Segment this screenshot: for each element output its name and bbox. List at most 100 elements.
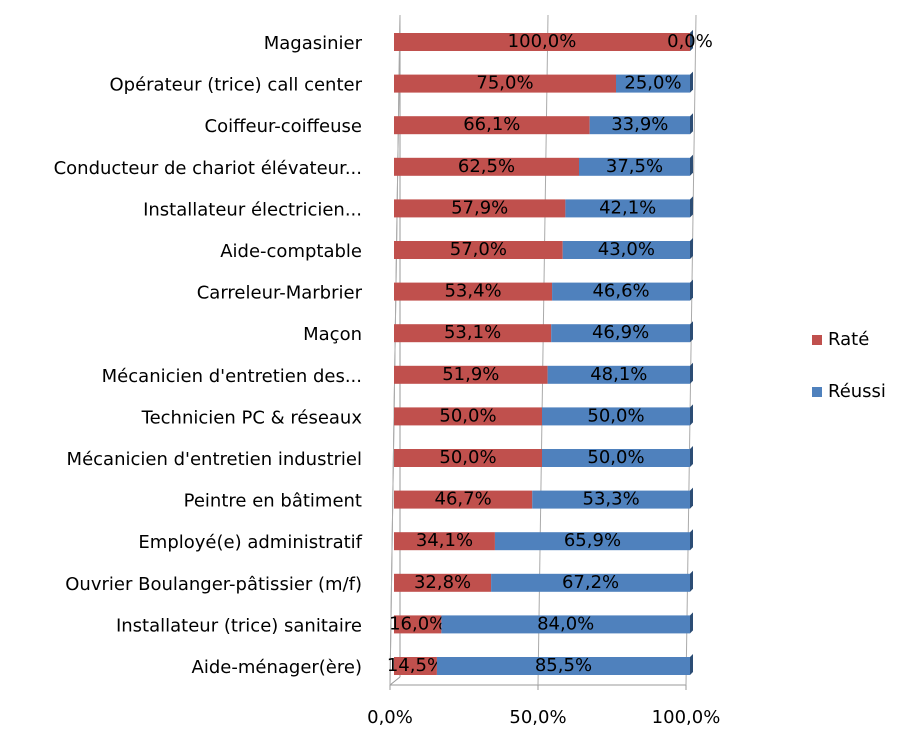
bar-side [690, 570, 693, 592]
bar-side [690, 487, 693, 509]
data-label: 0,0% [667, 31, 713, 52]
y-tick-label: Installateur (trice) sanitaire [116, 615, 362, 636]
bar [579, 157, 690, 176]
y-tick-label: Opérateur (trice) call center [109, 75, 362, 96]
bar [394, 199, 566, 218]
bar [394, 615, 442, 634]
y-tick-label: Carreleur-Marbrier [197, 283, 363, 304]
data-label: 34,1% [416, 530, 473, 551]
data-label: 75,0% [476, 73, 533, 94]
bar [441, 615, 690, 634]
bar [562, 241, 690, 259]
bar-side [690, 362, 693, 384]
legend-label: Raté [828, 329, 869, 350]
bar [542, 407, 690, 426]
bar [542, 449, 690, 467]
x-tick-label: 0,0% [367, 707, 413, 728]
y-tick-label: Employé(e) administratif [138, 532, 362, 553]
bar [394, 449, 542, 467]
bar [616, 74, 690, 93]
data-label: 48,1% [590, 364, 647, 385]
data-label: 53,4% [444, 281, 501, 302]
bar [394, 157, 579, 176]
data-label: 53,3% [583, 489, 640, 510]
data-label: 50,0% [439, 447, 496, 468]
bar [394, 74, 616, 93]
data-label: 14,5% [387, 655, 444, 676]
bar-side [690, 654, 693, 675]
bar-side [690, 238, 693, 259]
y-tick-label: Technicien PC & réseaux [141, 407, 363, 428]
y-tick-label: Mécanicien d'entretien des... [102, 366, 362, 387]
bar [532, 490, 690, 509]
bar [394, 365, 548, 384]
data-label: 66,1% [463, 114, 520, 135]
y-tick-label: Coiffeur-coiffeuse [205, 116, 362, 137]
y-tick-label: Aide-ménager(ère) [192, 657, 362, 678]
legend-swatch [812, 387, 822, 397]
data-label: 37,5% [606, 156, 663, 177]
bar [394, 33, 690, 51]
bar-side [690, 30, 693, 51]
data-label: 50,0% [587, 405, 644, 426]
y-tick-label: Maçon [303, 324, 362, 345]
bar-side [690, 446, 693, 467]
bar [491, 573, 690, 592]
grid-line [685, 14, 697, 686]
data-label: 53,1% [444, 322, 501, 343]
bar [547, 365, 690, 384]
bar-side [690, 154, 693, 176]
bar [394, 532, 495, 551]
bar [394, 282, 553, 301]
bar [565, 199, 690, 218]
bar-side [690, 404, 693, 426]
y-tick-label: Peintre en bâtiment [184, 491, 362, 512]
bar [394, 241, 563, 259]
bar [394, 490, 533, 509]
bar [394, 324, 552, 343]
bar-side [690, 113, 693, 135]
bar [589, 116, 690, 135]
y-tick-label: Conducteur de chariot élévateur... [54, 158, 362, 179]
data-label: 50,0% [587, 447, 644, 468]
data-label: 42,1% [599, 197, 656, 218]
bar [551, 324, 690, 343]
data-label: 100,0% [508, 31, 577, 52]
data-label: 33,9% [611, 114, 668, 135]
data-label: 84,0% [537, 613, 594, 634]
y-tick-label: Installateur électricien... [143, 199, 362, 220]
data-label: 25,0% [624, 73, 681, 94]
data-label: 46,7% [435, 489, 492, 510]
data-label: 43,0% [598, 239, 655, 260]
data-label: 50,0% [439, 405, 496, 426]
data-label: 32,8% [414, 572, 471, 593]
data-label: 46,9% [592, 322, 649, 343]
bar-side [690, 279, 693, 301]
bar [494, 532, 690, 551]
y-tick-label: Ouvrier Boulanger-pâtissier (m/f) [65, 574, 362, 595]
bar [436, 657, 690, 675]
data-label: 67,2% [562, 572, 619, 593]
bar-side [690, 71, 693, 93]
axis-line [389, 676, 401, 686]
y-tick-label: Magasinier [264, 33, 363, 54]
data-label: 57,0% [450, 239, 507, 260]
bar-side [690, 529, 693, 551]
x-tick-label: 50,0% [509, 707, 566, 728]
bar [394, 116, 590, 135]
data-label: 57,9% [451, 197, 508, 218]
data-label: 85,5% [535, 655, 592, 676]
data-label: 62,5% [458, 156, 515, 177]
bar [394, 407, 542, 426]
bar [394, 657, 437, 675]
bar [394, 573, 492, 592]
bar-side [690, 321, 693, 343]
y-tick-label: Mécanicien d'entretien industriel [67, 449, 362, 470]
data-label: 16,0% [389, 613, 446, 634]
data-label: 46,6% [592, 281, 649, 302]
legend-swatch [812, 335, 822, 345]
x-tick-label: 100,0% [652, 707, 721, 728]
y-tick-label: Aide-comptable [220, 241, 362, 262]
legend-label: Réussi [828, 381, 886, 402]
